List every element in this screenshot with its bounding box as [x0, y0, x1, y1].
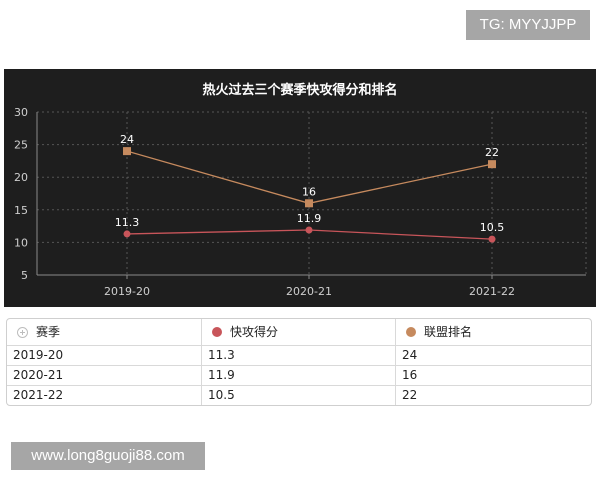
plus-circle-icon	[17, 326, 28, 338]
data-label: 10.5	[480, 221, 505, 234]
header-label-fastbreak: 快攻得分	[230, 325, 279, 339]
table-cell: 22	[395, 386, 591, 405]
table-header-rank[interactable]: 联盟排名	[395, 319, 591, 345]
chart-title: 热火过去三个赛季快攻得分和排名	[202, 83, 398, 98]
data-point-square	[488, 160, 496, 169]
data-point-square	[123, 147, 131, 156]
table-row: 2019-20 11.3 24	[7, 345, 591, 365]
y-tick-label: 25	[14, 139, 28, 152]
y-tick-label: 20	[14, 171, 28, 184]
table-cell: 24	[395, 346, 591, 365]
table-cell: 11.3	[201, 346, 395, 365]
series-color-dot-icon	[406, 327, 416, 337]
y-tick-label: 30	[14, 106, 28, 119]
table-cell: 2020-21	[13, 368, 64, 382]
series-color-dot-icon	[212, 327, 222, 337]
data-point-circle	[305, 226, 313, 234]
table-header-fastbreak[interactable]: 快攻得分	[201, 319, 395, 345]
x-tick-label: 2019-20	[104, 285, 150, 298]
data-table: 赛季 快攻得分 联盟排名 2019-20 11.3 24 2020-21 11.…	[6, 318, 592, 406]
table-row: 2020-21 11.9 16	[7, 365, 591, 385]
data-label: 16	[302, 185, 316, 198]
line-chart: 5 10 15 20 25 30 2019-20 2020-21 2021-22 11.3 11.9…	[14, 106, 587, 298]
y-tick-label: 10	[14, 236, 28, 249]
table-cell: 11.9	[201, 366, 395, 385]
table-header-season[interactable]: 赛季	[7, 319, 201, 345]
watermark-bottom: www.long8guoji88.com	[11, 442, 205, 470]
table-cell: 10.5	[201, 386, 395, 405]
table-cell: 2021-22	[13, 388, 64, 402]
table-row: 2021-22 10.5 22	[7, 385, 591, 405]
data-point-circle	[488, 235, 496, 243]
watermark-top: TG: MYYJJPP	[466, 10, 590, 40]
header-label-season: 赛季	[36, 325, 61, 339]
data-point-circle	[123, 230, 131, 238]
x-tick-label: 2020-21	[286, 285, 332, 298]
table-header-row: 赛季 快攻得分 联盟排名	[7, 319, 591, 345]
data-label: 11.9	[297, 212, 322, 225]
data-label: 11.3	[115, 216, 140, 229]
chart-panel: 5 10 15 20 25 30 2019-20 2020-21 2021-22 11.3 11.9…	[4, 69, 596, 307]
data-label: 22	[485, 146, 499, 159]
y-tick-label: 5	[21, 269, 28, 282]
table-cell: 16	[395, 366, 591, 385]
x-tick-label: 2021-22	[469, 285, 515, 298]
data-point-square	[305, 199, 313, 208]
table-cell: 2019-20	[13, 348, 64, 362]
header-label-rank: 联盟排名	[424, 325, 473, 339]
data-label: 24	[120, 133, 134, 146]
y-tick-label: 15	[14, 204, 28, 217]
